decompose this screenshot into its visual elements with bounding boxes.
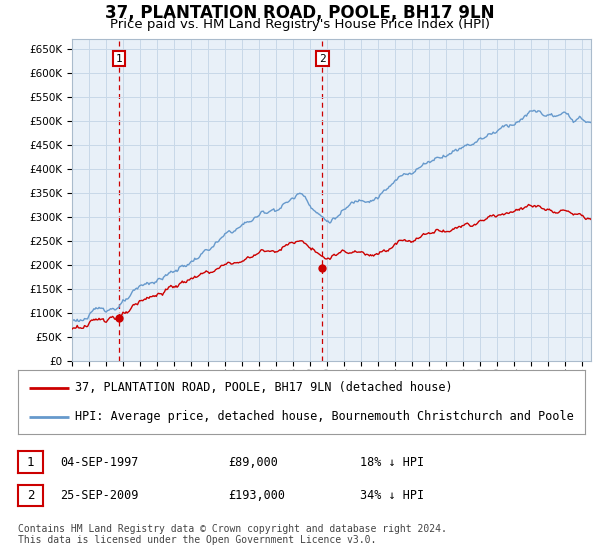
- Text: 18% ↓ HPI: 18% ↓ HPI: [360, 455, 424, 469]
- Text: 04-SEP-1997: 04-SEP-1997: [60, 455, 139, 469]
- Text: 37, PLANTATION ROAD, POOLE, BH17 9LN (detached house): 37, PLANTATION ROAD, POOLE, BH17 9LN (de…: [74, 381, 452, 394]
- Text: £89,000: £89,000: [228, 455, 278, 469]
- Text: Contains HM Land Registry data © Crown copyright and database right 2024.
This d: Contains HM Land Registry data © Crown c…: [18, 524, 447, 545]
- Text: 1: 1: [115, 54, 122, 64]
- Text: 1: 1: [27, 455, 34, 469]
- Text: 2: 2: [27, 489, 34, 502]
- Text: 34% ↓ HPI: 34% ↓ HPI: [360, 489, 424, 502]
- Text: 37, PLANTATION ROAD, POOLE, BH17 9LN: 37, PLANTATION ROAD, POOLE, BH17 9LN: [105, 4, 495, 22]
- Text: HPI: Average price, detached house, Bournemouth Christchurch and Poole: HPI: Average price, detached house, Bour…: [74, 410, 574, 423]
- Text: Price paid vs. HM Land Registry's House Price Index (HPI): Price paid vs. HM Land Registry's House …: [110, 18, 490, 31]
- Text: 25-SEP-2009: 25-SEP-2009: [60, 489, 139, 502]
- Text: 2: 2: [319, 54, 326, 64]
- Text: £193,000: £193,000: [228, 489, 285, 502]
